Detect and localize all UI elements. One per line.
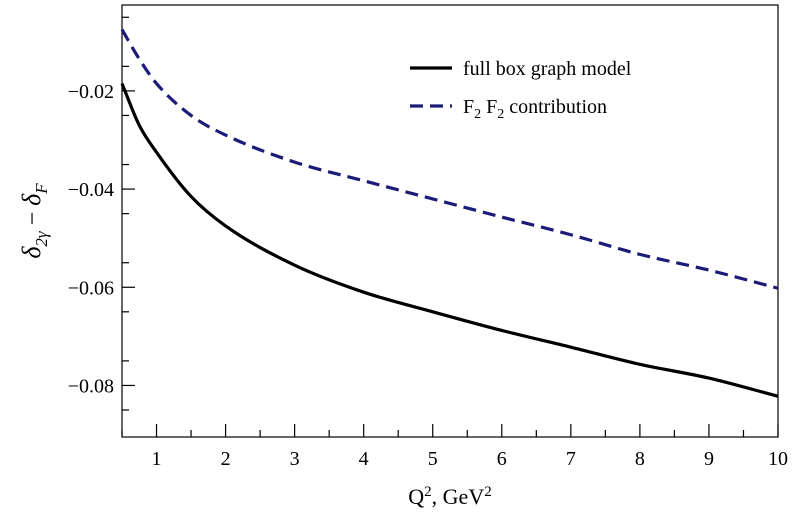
- y-axis-ticks: −0.02 −0.04 −0.06 −0.08: [68, 16, 135, 411]
- legend: full box graph model F2 F2 contribution: [410, 58, 632, 122]
- x-tick-label: 4: [359, 448, 369, 470]
- x-tick-label: 10: [768, 448, 788, 470]
- x-tick-label: 8: [635, 448, 645, 470]
- x-axis-label: Q2, GeV2: [408, 484, 491, 509]
- x-tick-label: 9: [704, 448, 714, 470]
- x-tick-label: 6: [497, 448, 507, 470]
- legend-label-f2f2: F2 F2 contribution: [463, 96, 607, 122]
- x-tick-label: 5: [428, 448, 438, 470]
- y-tick-label: −0.06: [68, 277, 114, 299]
- x-axis-ticks: 1 2 3 4 5 6 7 8 9 10: [121, 424, 788, 470]
- y-tick-label: −0.04: [68, 179, 114, 201]
- x-tick-label: 7: [566, 448, 576, 470]
- x-tick-label: 3: [290, 448, 300, 470]
- series-line-f2f2: [120, 28, 779, 290]
- y-tick-label: −0.08: [68, 375, 114, 397]
- y-axis-label: δ2γ − δF: [17, 183, 51, 259]
- series-layer: [120, 28, 779, 398]
- plot-frame: [121, 4, 779, 438]
- legend-label-full-box: full box graph model: [463, 58, 632, 80]
- x-tick-label: 1: [152, 448, 162, 470]
- series-line-full-box: [120, 82, 779, 398]
- x-tick-label: 2: [221, 448, 231, 470]
- y-tick-label: −0.02: [68, 81, 114, 103]
